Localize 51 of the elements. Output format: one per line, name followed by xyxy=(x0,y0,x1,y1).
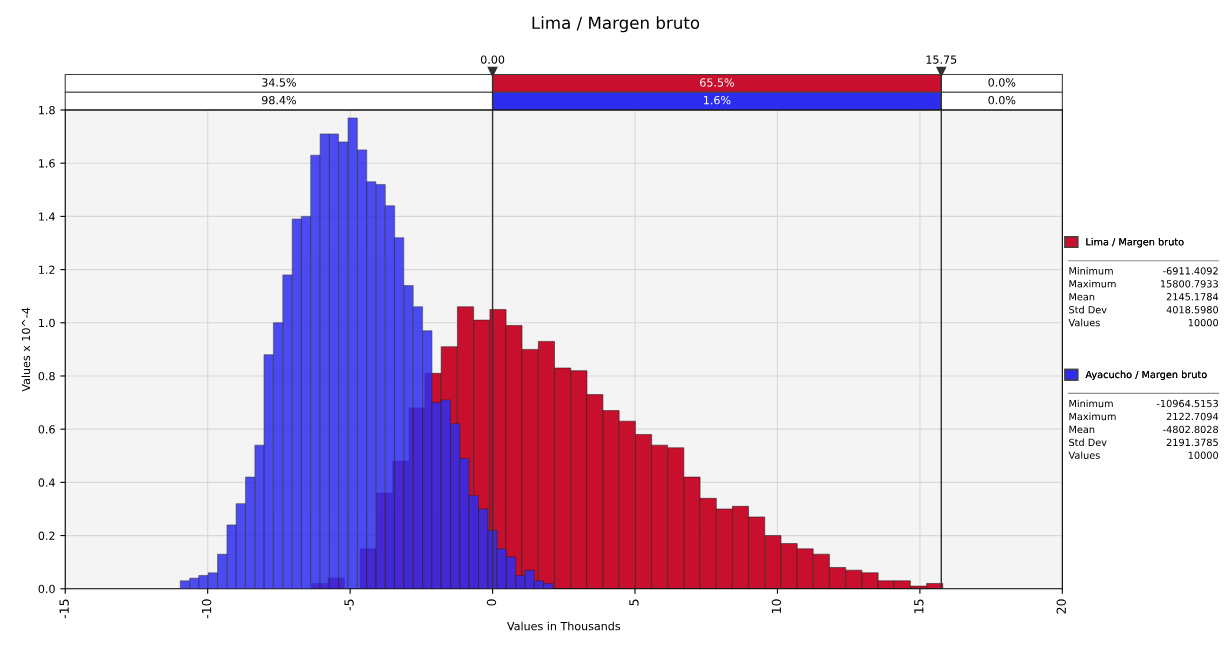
text: Minimum xyxy=(1069,267,1113,275)
text: -6911.4092 xyxy=(1163,267,1218,275)
text: 10000 xyxy=(1188,451,1219,459)
y-tick-label: 0.8 xyxy=(38,371,55,381)
y-tick-label: 1.2 xyxy=(39,265,55,274)
text: Values xyxy=(1068,318,1100,327)
y-axis-title: Values x 10^-4 xyxy=(21,307,31,392)
y-tick-label: 1.6 xyxy=(39,159,55,168)
y-tick-label: 0.4 xyxy=(38,478,55,487)
text: -4802.8028 xyxy=(1163,425,1219,434)
text: 65.5% xyxy=(700,78,734,87)
x-axis-title: Values in Thousands xyxy=(507,621,621,631)
x-tick-label: 15 xyxy=(914,599,924,614)
y-tick-label: 1.0 xyxy=(39,318,55,328)
x-tick-label: -15 xyxy=(59,599,69,619)
text: Std Dev xyxy=(1069,305,1107,314)
y-tick-label: 1.8 xyxy=(39,105,55,115)
text: Minimum xyxy=(1069,399,1113,408)
text: 4018.5980 xyxy=(1166,306,1219,314)
text: Values xyxy=(1068,451,1100,459)
text: 15800.7933 xyxy=(1161,280,1218,288)
text: 34.5% xyxy=(262,78,296,87)
text: 2122.7094 xyxy=(1166,412,1219,421)
legend-label: Lima / Margen bruto xyxy=(1086,237,1184,248)
text: 2191.3785 xyxy=(1166,438,1218,447)
x-tick-label: 5 xyxy=(629,599,639,606)
x-tick-label: 0 xyxy=(486,599,497,606)
text: 1.6% xyxy=(704,95,731,105)
x-tick-label: 20 xyxy=(1056,599,1066,614)
x-tick-label: -10 xyxy=(201,599,212,619)
text: Std Dev xyxy=(1069,438,1107,447)
x-tick-label: -5 xyxy=(344,599,354,611)
text: Maximum xyxy=(1069,412,1116,421)
text: 10000 xyxy=(1188,318,1219,327)
y-tick-label: 0.0 xyxy=(38,584,55,594)
chart-title: Lima / Margen bruto xyxy=(532,16,700,33)
y-tick-label: 1.4 xyxy=(39,212,55,221)
ref-line-label: 15.75 xyxy=(926,55,957,64)
ref-line-label: 0.00 xyxy=(480,55,505,64)
y-tick-label: 0.6 xyxy=(38,425,55,434)
text: Mean xyxy=(1069,293,1095,301)
text: 98.4% xyxy=(261,95,296,105)
text: 0.0% xyxy=(988,78,1016,87)
y-tick-label: 0.2 xyxy=(38,531,55,540)
text: Maximum xyxy=(1069,279,1116,288)
legend-label: Ayacucho / Margen bruto xyxy=(1085,370,1207,381)
text: -10964.5153 xyxy=(1156,399,1218,408)
x-tick-label: 10 xyxy=(771,599,782,614)
text: 2145.1784 xyxy=(1166,293,1219,301)
text: Mean xyxy=(1069,425,1095,434)
text: 0.0% xyxy=(988,95,1016,105)
